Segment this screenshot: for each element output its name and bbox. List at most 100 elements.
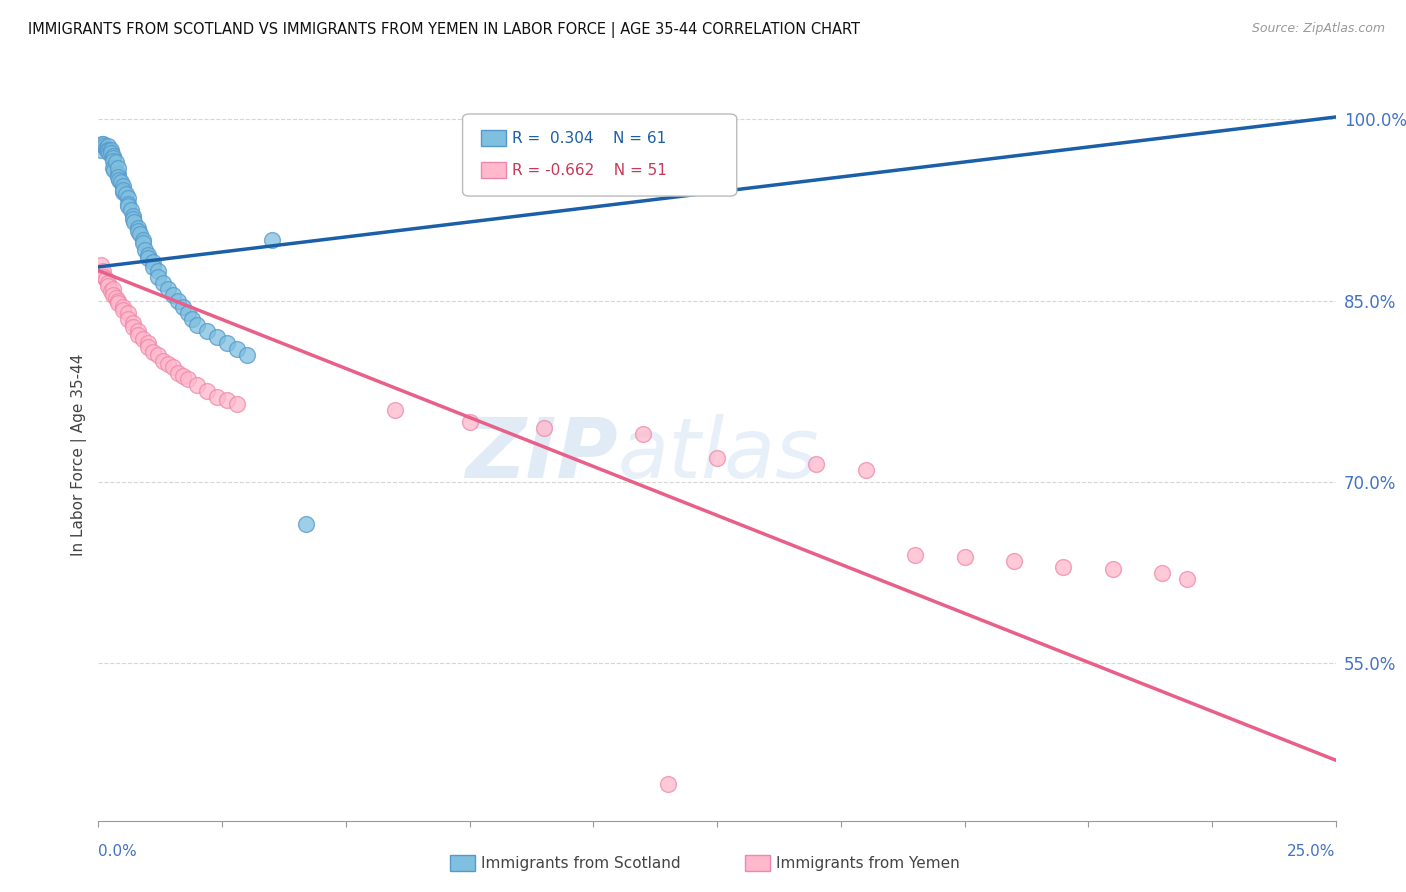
Point bbox=[195, 384, 218, 399]
Point bbox=[855, 463, 877, 477]
Point bbox=[117, 306, 139, 320]
Point bbox=[142, 260, 165, 274]
Point bbox=[112, 178, 135, 193]
Point bbox=[97, 143, 120, 157]
Point bbox=[162, 360, 184, 375]
Point bbox=[94, 141, 117, 155]
Point bbox=[117, 312, 139, 326]
Point bbox=[162, 287, 184, 301]
Point bbox=[176, 372, 198, 386]
Point bbox=[104, 154, 127, 169]
Text: 0.0%: 0.0% bbox=[98, 845, 138, 859]
Point bbox=[631, 426, 654, 441]
Point bbox=[91, 136, 114, 151]
Point bbox=[122, 209, 145, 223]
Point bbox=[172, 368, 194, 383]
Point bbox=[127, 224, 149, 238]
Point bbox=[384, 402, 406, 417]
Point bbox=[657, 777, 679, 791]
Point bbox=[136, 248, 159, 262]
Text: R = -0.662    N = 51: R = -0.662 N = 51 bbox=[512, 162, 666, 178]
Point bbox=[97, 144, 120, 158]
Point bbox=[120, 203, 142, 218]
Point bbox=[103, 151, 125, 165]
Point bbox=[103, 163, 125, 178]
Text: Immigrants from Yemen: Immigrants from Yemen bbox=[776, 856, 960, 871]
Point bbox=[152, 276, 174, 290]
Point bbox=[108, 173, 131, 187]
Point bbox=[136, 340, 159, 354]
Point bbox=[132, 233, 155, 247]
Point bbox=[112, 303, 135, 318]
Point bbox=[100, 284, 122, 298]
Point bbox=[1002, 554, 1025, 568]
Point bbox=[93, 269, 115, 284]
Point bbox=[107, 161, 129, 175]
Point bbox=[107, 170, 129, 185]
Point bbox=[132, 235, 155, 250]
Point bbox=[195, 324, 218, 338]
Point bbox=[90, 258, 112, 272]
Point bbox=[226, 396, 249, 410]
Point bbox=[217, 392, 239, 407]
Point bbox=[1152, 566, 1174, 580]
Text: R =  0.304    N = 61: R = 0.304 N = 61 bbox=[512, 130, 666, 145]
Point bbox=[186, 318, 208, 332]
Point bbox=[122, 316, 145, 330]
Point bbox=[112, 185, 135, 199]
Point bbox=[166, 293, 188, 308]
Point bbox=[100, 143, 122, 157]
Point bbox=[205, 330, 228, 344]
Point bbox=[107, 293, 129, 308]
Point bbox=[103, 149, 125, 163]
Point bbox=[295, 517, 318, 532]
Point bbox=[100, 146, 122, 161]
Point bbox=[172, 300, 194, 314]
Point bbox=[114, 187, 136, 202]
Point bbox=[181, 312, 204, 326]
Point bbox=[93, 136, 115, 151]
Point bbox=[260, 233, 283, 247]
Point bbox=[142, 344, 165, 359]
Point bbox=[236, 348, 259, 362]
Point bbox=[93, 263, 115, 277]
Point bbox=[103, 282, 125, 296]
Point bbox=[122, 211, 145, 226]
Text: ZIP: ZIP bbox=[465, 415, 619, 495]
Point bbox=[132, 333, 155, 347]
Point bbox=[904, 548, 927, 562]
Point bbox=[103, 153, 125, 168]
Point bbox=[458, 415, 481, 429]
Point bbox=[217, 336, 239, 351]
Point bbox=[97, 139, 120, 153]
Point bbox=[146, 263, 169, 277]
Point bbox=[104, 291, 127, 305]
Point bbox=[117, 199, 139, 213]
Y-axis label: In Labor Force | Age 35-44: In Labor Force | Age 35-44 bbox=[72, 354, 87, 556]
Point bbox=[112, 182, 135, 196]
Point bbox=[533, 421, 555, 435]
Point bbox=[127, 324, 149, 338]
Point bbox=[226, 342, 249, 356]
Point bbox=[146, 348, 169, 362]
Point bbox=[166, 367, 188, 381]
Point bbox=[176, 306, 198, 320]
Point bbox=[1102, 562, 1125, 576]
Text: IMMIGRANTS FROM SCOTLAND VS IMMIGRANTS FROM YEMEN IN LABOR FORCE | AGE 35-44 COR: IMMIGRANTS FROM SCOTLAND VS IMMIGRANTS F… bbox=[28, 22, 860, 38]
Point bbox=[156, 357, 179, 371]
Point bbox=[110, 175, 132, 189]
Point bbox=[90, 143, 112, 157]
Point bbox=[953, 550, 976, 565]
Point bbox=[97, 279, 120, 293]
Point bbox=[107, 296, 129, 310]
Point bbox=[152, 354, 174, 368]
Point bbox=[122, 320, 145, 334]
Point bbox=[156, 282, 179, 296]
Point bbox=[117, 191, 139, 205]
Point bbox=[117, 197, 139, 211]
Text: Immigrants from Scotland: Immigrants from Scotland bbox=[481, 856, 681, 871]
Point bbox=[127, 221, 149, 235]
Point bbox=[107, 167, 129, 181]
Point bbox=[146, 269, 169, 284]
Text: Source: ZipAtlas.com: Source: ZipAtlas.com bbox=[1251, 22, 1385, 36]
